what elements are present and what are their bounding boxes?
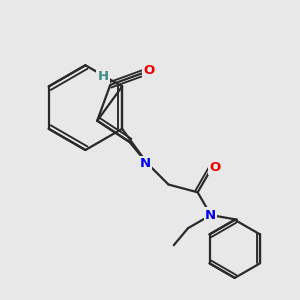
Text: O: O	[209, 161, 220, 174]
Text: H: H	[98, 70, 109, 83]
Text: N: N	[205, 208, 216, 221]
Text: O: O	[143, 64, 155, 77]
Text: N: N	[140, 157, 151, 169]
